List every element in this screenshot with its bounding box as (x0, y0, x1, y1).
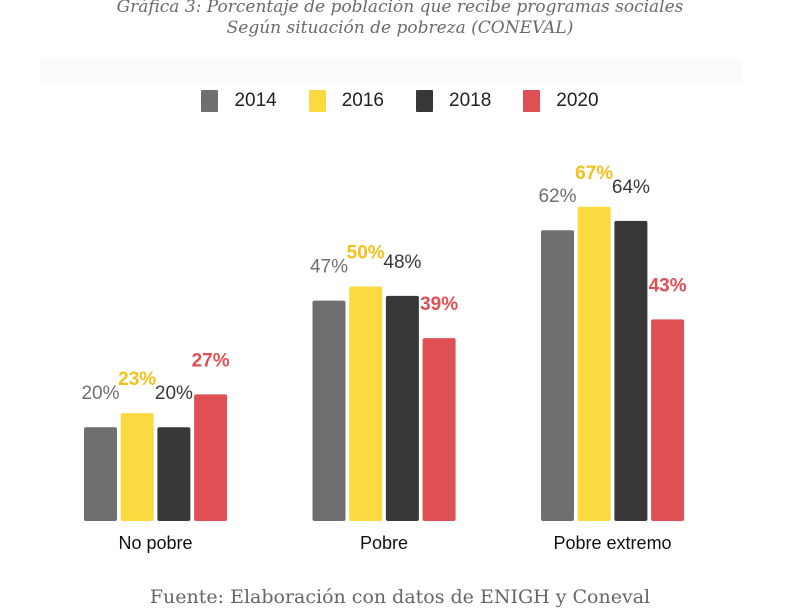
data-label: 48% (383, 252, 421, 273)
legend-item: 2018 (416, 90, 491, 112)
bar-2018 (385, 295, 419, 521)
legend-label: 2016 (341, 90, 384, 111)
data-label: 47% (310, 257, 348, 278)
legend-label: 2018 (449, 90, 492, 111)
bar-2018 (614, 220, 648, 521)
legend-item: 2020 (523, 90, 599, 112)
legend-swatch (308, 90, 326, 112)
bar-2016 (349, 286, 383, 521)
legend-item: 2014 (201, 90, 277, 112)
legend-label: 2020 (556, 90, 599, 111)
bar-2016 (120, 413, 154, 521)
data-label: 20% (155, 383, 193, 404)
bar-2020 (651, 319, 685, 521)
data-label: 20% (81, 383, 119, 404)
legend-swatch (416, 90, 433, 112)
chart-subtitle: Según situación de pobreza (CONEVAL) (226, 18, 574, 38)
legend-label: 2014 (234, 90, 277, 111)
data-label: 27% (192, 350, 230, 371)
data-label: 50% (347, 243, 385, 264)
bar-2020 (422, 338, 456, 521)
legend-item: 2016 (308, 90, 384, 112)
data-label: 62% (538, 186, 576, 207)
bar-2016 (577, 206, 611, 521)
data-label: 64% (612, 177, 650, 198)
bar-2018 (157, 427, 191, 521)
data-label: 23% (118, 369, 156, 390)
source-note: Fuente: Elaboración con datos de ENIGH y… (149, 586, 651, 608)
bar-2014 (84, 427, 117, 521)
legend: 2014 2016 2018 2020 (0, 90, 800, 112)
data-label: 67% (575, 163, 613, 184)
legend-swatch (201, 90, 219, 112)
header-band (40, 58, 742, 82)
category-label: No pobre (119, 533, 193, 553)
data-label: 43% (649, 275, 687, 296)
data-label: 39% (420, 294, 458, 315)
bar-2014 (541, 230, 574, 521)
legend-swatch (523, 90, 541, 112)
category-label: Pobre extremo (554, 533, 672, 553)
category-label: Pobre (360, 533, 408, 553)
chart-title: Gráfica 3: Porcentaje de población que r… (116, 0, 684, 17)
bar-2020 (194, 394, 228, 521)
bar-2014 (312, 300, 346, 521)
